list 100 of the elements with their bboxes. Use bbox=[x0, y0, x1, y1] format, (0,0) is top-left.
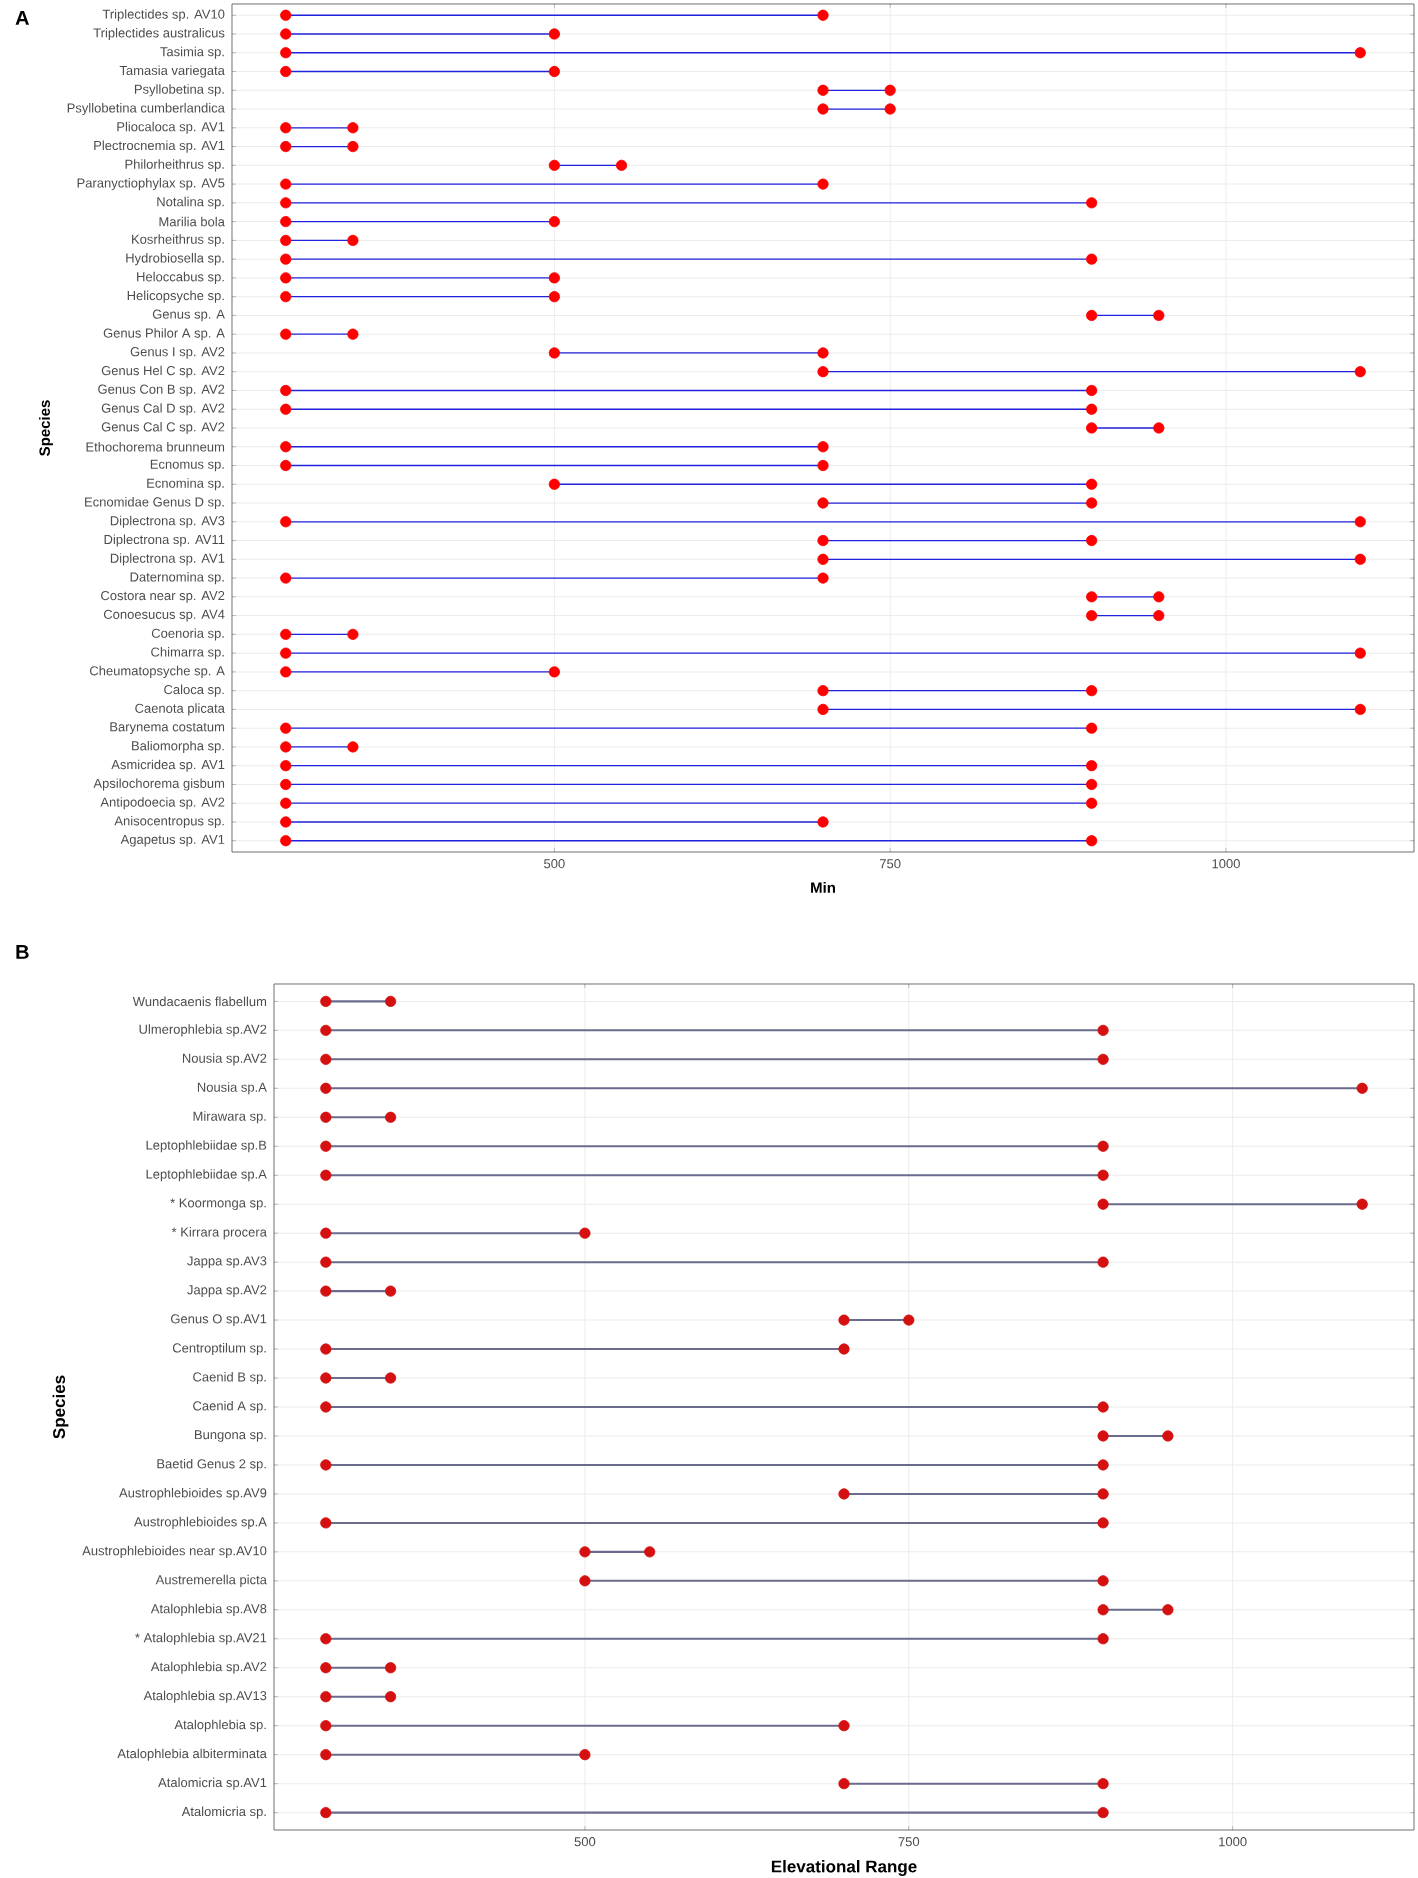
point bbox=[347, 628, 359, 640]
point bbox=[280, 741, 292, 753]
y-axis-title: Species bbox=[52, 1375, 69, 1439]
point bbox=[548, 291, 560, 303]
point bbox=[548, 28, 560, 40]
point bbox=[1086, 197, 1098, 209]
point bbox=[320, 1227, 332, 1239]
point bbox=[1086, 534, 1098, 547]
point bbox=[1162, 1430, 1174, 1442]
point bbox=[320, 1082, 332, 1094]
point bbox=[1097, 1053, 1109, 1065]
point bbox=[320, 1720, 332, 1732]
text: A bbox=[15, 11, 29, 25]
point bbox=[817, 178, 829, 190]
point bbox=[280, 197, 292, 209]
point bbox=[280, 122, 292, 134]
point bbox=[1097, 1169, 1109, 1181]
point bbox=[1356, 1082, 1368, 1094]
point bbox=[1086, 403, 1098, 415]
point bbox=[1086, 253, 1098, 265]
point bbox=[1086, 835, 1098, 847]
point bbox=[548, 347, 560, 359]
point bbox=[320, 1401, 332, 1413]
point bbox=[817, 534, 829, 547]
point bbox=[817, 347, 829, 359]
point bbox=[548, 216, 560, 228]
point bbox=[579, 1227, 591, 1239]
point bbox=[280, 628, 292, 640]
point bbox=[280, 403, 292, 415]
point bbox=[280, 647, 292, 659]
point bbox=[1097, 1198, 1109, 1210]
point bbox=[817, 497, 829, 509]
point bbox=[615, 159, 628, 171]
point bbox=[280, 216, 292, 228]
point bbox=[817, 103, 829, 115]
point bbox=[1153, 591, 1165, 603]
point bbox=[1086, 610, 1098, 622]
point bbox=[838, 1778, 850, 1790]
point bbox=[1153, 422, 1165, 434]
point bbox=[1354, 553, 1366, 565]
point bbox=[347, 741, 359, 753]
point bbox=[579, 1575, 591, 1587]
point bbox=[1086, 384, 1098, 397]
point bbox=[320, 1285, 332, 1297]
point bbox=[884, 103, 896, 115]
point bbox=[347, 234, 359, 246]
point bbox=[280, 234, 292, 246]
point bbox=[1153, 610, 1165, 622]
point bbox=[1354, 703, 1366, 716]
point bbox=[280, 516, 292, 528]
point bbox=[320, 1749, 332, 1761]
point bbox=[320, 1024, 332, 1036]
point bbox=[1356, 1198, 1368, 1210]
point bbox=[817, 703, 829, 716]
point bbox=[838, 1314, 850, 1326]
point bbox=[1354, 516, 1366, 528]
point bbox=[548, 65, 560, 78]
point bbox=[384, 1691, 397, 1703]
point bbox=[1086, 685, 1098, 697]
point bbox=[884, 84, 896, 96]
point bbox=[838, 1720, 850, 1732]
point bbox=[280, 816, 292, 828]
point bbox=[1097, 1575, 1109, 1587]
point bbox=[1354, 647, 1366, 659]
point bbox=[817, 366, 829, 378]
point bbox=[1097, 1488, 1109, 1500]
point bbox=[280, 178, 292, 190]
point bbox=[384, 1111, 397, 1123]
point bbox=[347, 122, 359, 134]
point bbox=[838, 1343, 850, 1355]
point bbox=[280, 572, 292, 584]
point bbox=[817, 459, 829, 472]
x-axis-title: Elevational Range bbox=[771, 1860, 917, 1876]
point bbox=[280, 722, 292, 734]
point bbox=[320, 1633, 332, 1645]
point bbox=[579, 1546, 591, 1558]
point bbox=[280, 778, 292, 791]
point bbox=[280, 760, 292, 772]
point bbox=[280, 65, 292, 78]
point bbox=[817, 84, 829, 96]
point bbox=[320, 1256, 332, 1268]
point bbox=[280, 253, 292, 265]
point bbox=[320, 1053, 332, 1065]
point bbox=[1097, 1430, 1109, 1442]
point bbox=[280, 28, 292, 40]
point bbox=[280, 9, 292, 21]
point bbox=[1086, 591, 1098, 603]
point bbox=[280, 441, 292, 453]
point bbox=[1097, 1604, 1109, 1616]
point bbox=[320, 1343, 332, 1355]
point bbox=[1097, 1517, 1109, 1529]
point bbox=[1097, 1401, 1109, 1413]
point bbox=[1097, 1140, 1109, 1152]
point bbox=[320, 1691, 332, 1703]
point bbox=[1086, 778, 1098, 791]
point bbox=[384, 995, 397, 1007]
point bbox=[280, 666, 292, 678]
point bbox=[817, 553, 829, 565]
point bbox=[817, 572, 829, 584]
point bbox=[347, 140, 359, 153]
